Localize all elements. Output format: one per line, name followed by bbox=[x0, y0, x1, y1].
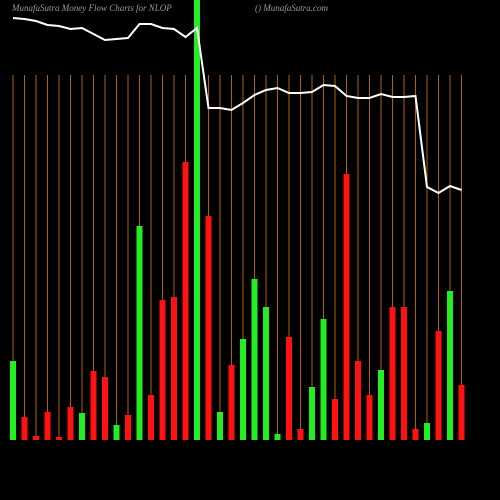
bar bbox=[309, 387, 315, 440]
bar bbox=[205, 216, 212, 440]
bar bbox=[240, 339, 246, 440]
chart-title: MunafaSutra Money Flow Charts for NLOP bbox=[11, 3, 172, 13]
bar bbox=[67, 407, 74, 440]
bar bbox=[251, 279, 258, 440]
bar bbox=[90, 371, 97, 440]
bar bbox=[44, 412, 51, 440]
bar bbox=[343, 174, 350, 440]
bar bbox=[297, 429, 304, 440]
bar bbox=[332, 399, 338, 440]
bar bbox=[102, 377, 108, 440]
bar bbox=[286, 337, 292, 440]
plot bbox=[10, 0, 465, 440]
bar bbox=[21, 417, 28, 440]
bar bbox=[274, 434, 281, 440]
bar bbox=[182, 162, 189, 440]
bar bbox=[355, 361, 361, 440]
bar bbox=[125, 415, 131, 440]
bar bbox=[171, 297, 177, 440]
bar bbox=[217, 412, 223, 440]
bar bbox=[10, 361, 16, 440]
bar bbox=[148, 395, 154, 440]
bar bbox=[389, 307, 396, 440]
bar bbox=[424, 423, 430, 440]
line bbox=[12, 17, 462, 195]
bar bbox=[401, 307, 407, 440]
bar bbox=[56, 437, 62, 440]
bar bbox=[320, 319, 327, 440]
bar bbox=[447, 291, 453, 440]
bar bbox=[458, 385, 465, 440]
bar bbox=[228, 365, 235, 440]
bar bbox=[79, 413, 85, 440]
bar bbox=[412, 429, 419, 440]
bar bbox=[194, 0, 200, 440]
chart-subtitle: () MunafaSutra.com bbox=[255, 3, 328, 13]
bar bbox=[435, 331, 442, 440]
bar bbox=[366, 395, 373, 440]
bar bbox=[378, 370, 384, 440]
bar bbox=[159, 300, 166, 440]
bar bbox=[136, 226, 143, 440]
bar bbox=[33, 436, 39, 440]
bar bbox=[113, 425, 120, 440]
bar bbox=[263, 307, 269, 440]
